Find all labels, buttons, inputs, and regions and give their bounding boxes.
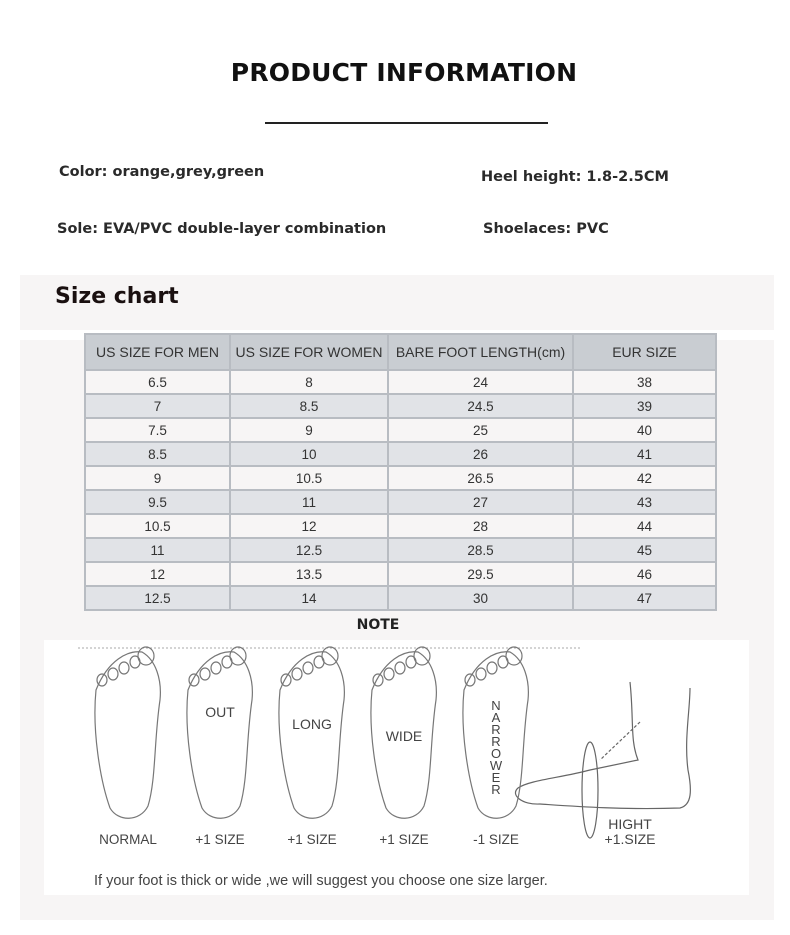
- page-title: PRODUCT INFORMATION: [230, 58, 578, 87]
- table-row: 9 10.5 26.5 42: [84, 465, 717, 491]
- table-cell: 28.5: [387, 537, 574, 563]
- spec-laces: Shoelaces: PVC: [483, 221, 609, 237]
- column-header: EUR SIZE: [572, 333, 717, 371]
- table-cell: 26: [387, 441, 574, 467]
- table-cell: 11: [229, 489, 389, 515]
- table-cell: 9.5: [84, 489, 231, 515]
- table-cell: 8: [229, 369, 389, 395]
- column-header: BARE FOOT LENGTH(cm): [387, 333, 574, 371]
- table-row: 12.5 14 30 47: [84, 585, 717, 611]
- table-row: 6.5 8 24 38: [84, 369, 717, 395]
- table-cell: 11: [84, 537, 231, 563]
- table-row: 9.5 11 27 43: [84, 489, 717, 515]
- table-cell: 26.5: [387, 465, 574, 491]
- spec-heel: Heel height: 1.8-2.5CM: [481, 169, 669, 185]
- size-advice-label: +1 SIZE: [379, 832, 429, 847]
- foot-type-label: NARROWER: [489, 698, 503, 797]
- column-header: US SIZE FOR WOMEN: [229, 333, 389, 371]
- table-cell: 46: [572, 561, 717, 587]
- spec-sole: Sole: EVA/PVC double-layer combination: [57, 221, 387, 237]
- side-label-1: HIGHT: [608, 816, 652, 832]
- table-cell: 25: [387, 417, 574, 443]
- heading-band: [20, 275, 774, 330]
- table-row: 7 8.5 24.5 39: [84, 393, 717, 419]
- note-panel: [44, 640, 749, 895]
- side-label-2: +1.SIZE: [604, 831, 656, 847]
- foot-type-label: OUT: [205, 704, 235, 720]
- table-cell: 47: [572, 585, 717, 611]
- table-cell: 12.5: [229, 537, 389, 563]
- size-advice-label: NORMAL: [99, 832, 157, 847]
- table-cell: 14: [229, 585, 389, 611]
- side-foot-icon: [514, 681, 691, 839]
- spec-color: Color: orange,grey,green: [59, 164, 265, 180]
- table-cell: 10: [229, 441, 389, 467]
- table-cell: 10.5: [84, 513, 231, 539]
- note-heading: NOTE: [356, 617, 400, 633]
- table-cell: 8.5: [229, 393, 389, 419]
- table-cell: 41: [572, 441, 717, 467]
- table-cell: 12: [84, 561, 231, 587]
- foot-icon: [94, 646, 161, 819]
- table-cell: 40: [572, 417, 717, 443]
- table-cell: 24: [387, 369, 574, 395]
- table-cell: 43: [572, 489, 717, 515]
- table-cell: 42: [572, 465, 717, 491]
- table-cell: 7.5: [84, 417, 231, 443]
- foot-type-label: LONG: [292, 716, 332, 732]
- table-cell: 29.5: [387, 561, 574, 587]
- table-cell: 27: [387, 489, 574, 515]
- table-row: 11 12.5 28.5 45: [84, 537, 717, 563]
- foot-type-label: WIDE: [385, 728, 423, 744]
- table-cell: 38: [572, 369, 717, 395]
- size-chart-heading: Size chart: [55, 284, 179, 309]
- table-cell: 30: [387, 585, 574, 611]
- table-cell: 9: [84, 465, 231, 491]
- table-cell: 8.5: [84, 441, 231, 467]
- column-header: US SIZE FOR MEN: [84, 333, 231, 371]
- foot-icon: [186, 646, 253, 819]
- table-cell: 24.5: [387, 393, 574, 419]
- table-cell: 7: [84, 393, 231, 419]
- table-cell: 45: [572, 537, 717, 563]
- table-cell: 12.5: [84, 585, 231, 611]
- table-row: 12 13.5 29.5 46: [84, 561, 717, 587]
- table-cell: 6.5: [84, 369, 231, 395]
- size-table: US SIZE FOR MEN US SIZE FOR WOMEN BARE F…: [84, 333, 717, 611]
- table-cell: 39: [572, 393, 717, 419]
- table-cell: 9: [229, 417, 389, 443]
- table-cell: 28: [387, 513, 574, 539]
- foot-icon: [462, 646, 529, 819]
- table-row: 10.5 12 28 44: [84, 513, 717, 539]
- title-divider: [265, 122, 548, 124]
- table-row: 7.5 9 25 40: [84, 417, 717, 443]
- table-cell: 12: [229, 513, 389, 539]
- size-advice-label: +1 SIZE: [195, 832, 245, 847]
- sizing-tip: If your foot is thick or wide ,we will s…: [94, 873, 548, 889]
- foot-icon: [278, 646, 345, 819]
- table-row: 8.5 10 26 41: [84, 441, 717, 467]
- table-cell: 44: [572, 513, 717, 539]
- table-cell: 13.5: [229, 561, 389, 587]
- table-cell: 10.5: [229, 465, 389, 491]
- size-advice-label: +1 SIZE: [287, 832, 337, 847]
- foot-icon: [370, 646, 437, 819]
- size-advice-label: -1 SIZE: [473, 832, 519, 847]
